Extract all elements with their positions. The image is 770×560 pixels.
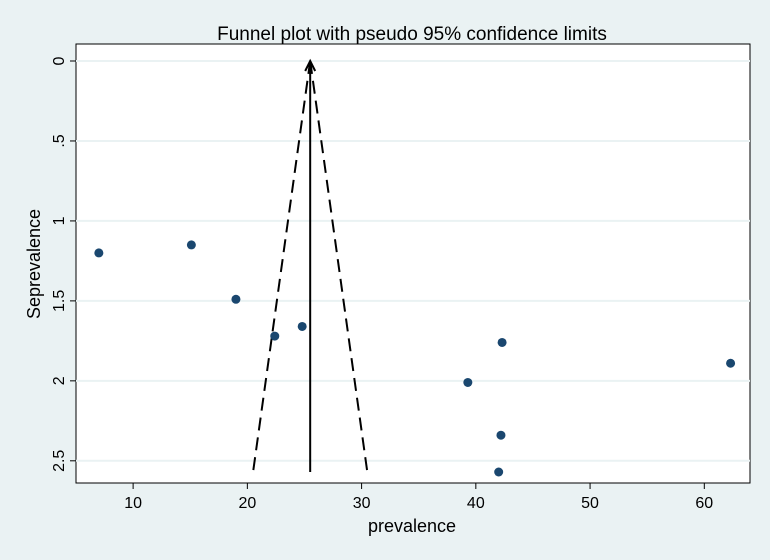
y-axis-label: Seprevalence	[24, 209, 44, 319]
x-tick-label: 30	[353, 495, 371, 512]
plot-area	[75, 43, 751, 484]
data-point	[497, 337, 507, 347]
data-point	[231, 294, 241, 304]
y-tick-label: .5	[51, 134, 68, 147]
y-tick-label: 0	[51, 56, 68, 65]
y-tick-label: 1.5	[51, 290, 68, 312]
data-points	[94, 240, 736, 477]
chart-title: Funnel plot with pseudo 95% confidence l…	[217, 24, 607, 45]
x-tick-label: 40	[467, 495, 485, 512]
x-tick-label: 10	[124, 495, 142, 512]
y-axis-ticks: 0 .5 1 1.5 2 2.5	[51, 56, 76, 472]
data-point	[496, 430, 506, 440]
data-point	[463, 377, 473, 387]
data-point	[726, 358, 736, 368]
y-tick-label: 1	[51, 216, 68, 225]
grid-lines	[76, 60, 750, 462]
arrow-head	[304, 58, 317, 72]
data-point	[270, 331, 280, 341]
lower-confidence-limit	[252, 60, 312, 473]
data-point	[494, 467, 504, 477]
x-tick-label: 20	[238, 495, 256, 512]
confidence-limit-lines	[252, 58, 369, 473]
data-point	[94, 248, 104, 258]
x-axis-label: prevalence	[368, 516, 456, 536]
data-point	[186, 240, 196, 250]
y-tick-label: 2.5	[51, 450, 68, 472]
upper-confidence-limit	[309, 60, 369, 473]
data-point	[297, 321, 307, 331]
x-tick-label: 60	[695, 495, 713, 512]
y-tick-label: 2	[51, 376, 68, 385]
x-axis-ticks: 10 20 30 40 50 60	[124, 483, 713, 512]
x-tick-label: 50	[581, 495, 599, 512]
